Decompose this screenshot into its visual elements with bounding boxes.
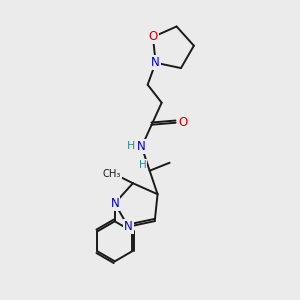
Text: CH₃: CH₃	[103, 169, 121, 179]
Text: O: O	[148, 31, 158, 44]
Text: N: N	[137, 140, 146, 153]
Text: N: N	[151, 56, 160, 69]
Text: O: O	[178, 116, 187, 129]
Text: H: H	[139, 160, 146, 170]
Text: H: H	[127, 141, 135, 151]
Text: N: N	[124, 220, 133, 233]
Text: N: N	[110, 197, 119, 210]
